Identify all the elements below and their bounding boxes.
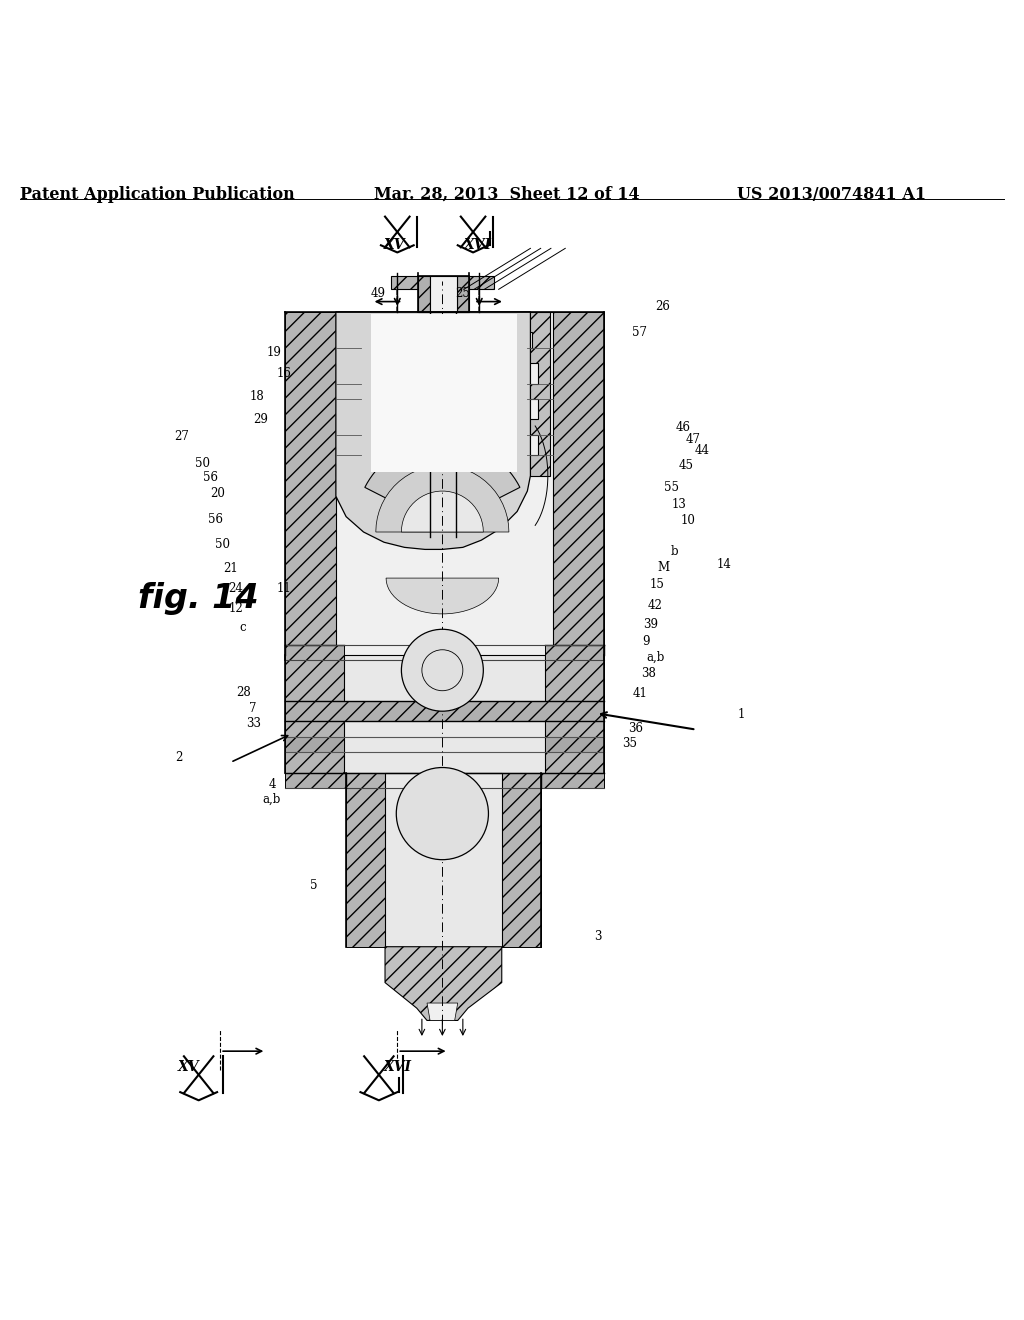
Text: 25: 25 bbox=[456, 286, 471, 300]
Polygon shape bbox=[427, 1003, 458, 1020]
Polygon shape bbox=[285, 644, 344, 660]
Polygon shape bbox=[418, 276, 430, 312]
Text: 50: 50 bbox=[215, 537, 230, 550]
Polygon shape bbox=[336, 312, 530, 549]
Text: 27: 27 bbox=[174, 430, 189, 444]
Polygon shape bbox=[386, 578, 499, 614]
Text: 42: 42 bbox=[647, 599, 663, 612]
Text: 1: 1 bbox=[737, 708, 744, 721]
Polygon shape bbox=[401, 491, 483, 532]
Text: 5: 5 bbox=[310, 879, 317, 892]
Polygon shape bbox=[285, 772, 346, 788]
Polygon shape bbox=[346, 772, 385, 946]
Polygon shape bbox=[545, 644, 604, 660]
Polygon shape bbox=[391, 276, 494, 289]
Text: 47: 47 bbox=[686, 433, 701, 446]
Text: 44: 44 bbox=[694, 444, 710, 457]
Text: XV: XV bbox=[178, 1060, 199, 1073]
Text: a,b: a,b bbox=[646, 651, 665, 664]
Polygon shape bbox=[385, 772, 502, 946]
Text: 33: 33 bbox=[246, 717, 261, 730]
Text: 41: 41 bbox=[633, 688, 648, 701]
Polygon shape bbox=[344, 655, 545, 772]
Text: 26: 26 bbox=[655, 300, 671, 313]
Text: 21: 21 bbox=[223, 562, 238, 576]
Text: 10: 10 bbox=[681, 515, 696, 527]
Text: 24: 24 bbox=[227, 582, 243, 595]
Polygon shape bbox=[371, 314, 518, 474]
Text: 49: 49 bbox=[371, 286, 386, 300]
Text: a,b: a,b bbox=[262, 793, 281, 805]
Polygon shape bbox=[553, 312, 604, 660]
Text: XVI: XVI bbox=[464, 239, 493, 252]
Text: 39: 39 bbox=[643, 618, 658, 631]
Text: 29: 29 bbox=[253, 413, 268, 426]
Text: 15: 15 bbox=[649, 578, 665, 591]
Text: 19: 19 bbox=[266, 346, 282, 359]
Polygon shape bbox=[541, 772, 604, 788]
Polygon shape bbox=[376, 466, 509, 532]
Text: 7: 7 bbox=[249, 702, 256, 714]
Text: 50: 50 bbox=[195, 457, 210, 470]
Polygon shape bbox=[285, 701, 604, 722]
Text: 3: 3 bbox=[594, 931, 601, 942]
Text: 14: 14 bbox=[717, 558, 732, 572]
Polygon shape bbox=[365, 440, 520, 504]
Text: b: b bbox=[671, 545, 678, 558]
Text: 9: 9 bbox=[642, 635, 649, 648]
Polygon shape bbox=[364, 312, 522, 475]
Text: 2: 2 bbox=[175, 751, 182, 764]
Polygon shape bbox=[336, 312, 553, 660]
Polygon shape bbox=[385, 946, 502, 1020]
Text: 18: 18 bbox=[250, 391, 264, 404]
Polygon shape bbox=[285, 655, 344, 772]
Text: 28: 28 bbox=[237, 686, 251, 700]
Text: 45: 45 bbox=[679, 459, 694, 473]
Text: 57: 57 bbox=[632, 326, 647, 339]
Text: 56: 56 bbox=[203, 471, 218, 484]
Polygon shape bbox=[371, 314, 517, 471]
Polygon shape bbox=[545, 655, 604, 772]
Text: 56: 56 bbox=[208, 513, 223, 527]
Text: M: M bbox=[657, 561, 670, 574]
Text: 55: 55 bbox=[664, 482, 679, 495]
Polygon shape bbox=[430, 276, 457, 312]
Polygon shape bbox=[457, 276, 469, 312]
Text: Mar. 28, 2013  Sheet 12 of 14: Mar. 28, 2013 Sheet 12 of 14 bbox=[374, 186, 639, 203]
Text: 35: 35 bbox=[623, 738, 638, 751]
Text: 38: 38 bbox=[641, 667, 656, 680]
Text: 46: 46 bbox=[676, 421, 691, 434]
Text: fig. 14: fig. 14 bbox=[138, 582, 259, 615]
Polygon shape bbox=[520, 312, 550, 475]
Text: 12: 12 bbox=[229, 602, 244, 615]
Text: 4: 4 bbox=[269, 779, 276, 792]
Text: 11: 11 bbox=[278, 582, 292, 595]
Text: 36: 36 bbox=[628, 722, 643, 735]
Polygon shape bbox=[502, 772, 541, 946]
Polygon shape bbox=[285, 312, 336, 660]
Text: c: c bbox=[240, 620, 246, 634]
Text: XVI: XVI bbox=[383, 1060, 412, 1073]
Text: Patent Application Publication: Patent Application Publication bbox=[20, 186, 295, 203]
Text: 20: 20 bbox=[210, 487, 225, 499]
Polygon shape bbox=[336, 312, 369, 475]
Polygon shape bbox=[285, 737, 344, 752]
Text: 13: 13 bbox=[672, 498, 687, 511]
Text: 16: 16 bbox=[276, 367, 292, 380]
Text: US 2013/0074841 A1: US 2013/0074841 A1 bbox=[737, 186, 927, 203]
Circle shape bbox=[401, 630, 483, 711]
Text: XV: XV bbox=[384, 239, 404, 252]
Circle shape bbox=[396, 767, 488, 859]
Polygon shape bbox=[545, 737, 604, 752]
